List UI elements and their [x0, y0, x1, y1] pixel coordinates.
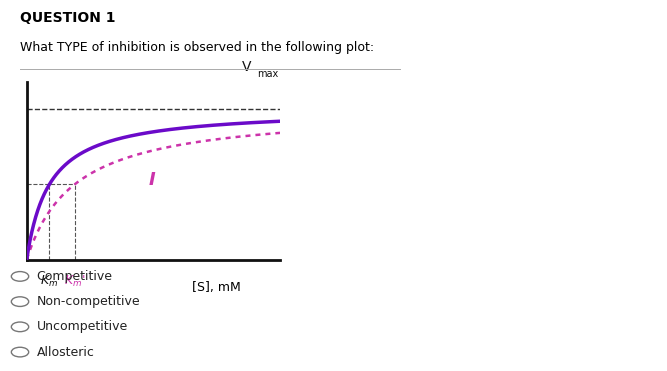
Text: Uncompetitive: Uncompetitive	[37, 320, 128, 334]
Text: [S], mM: [S], mM	[192, 281, 241, 294]
Text: max: max	[257, 69, 279, 79]
Text: $K_m$': $K_m$'	[64, 274, 85, 289]
Text: V: V	[242, 60, 251, 74]
Text: $K_m$: $K_m$	[41, 274, 59, 289]
Text: Allosteric: Allosteric	[37, 345, 95, 359]
Text: I: I	[148, 171, 155, 189]
Text: What TYPE of inhibition is observed in the following plot:: What TYPE of inhibition is observed in t…	[20, 41, 374, 54]
Text: QUESTION 1: QUESTION 1	[20, 11, 115, 25]
Text: Competitive: Competitive	[37, 270, 113, 283]
Text: Non-competitive: Non-competitive	[37, 295, 140, 308]
